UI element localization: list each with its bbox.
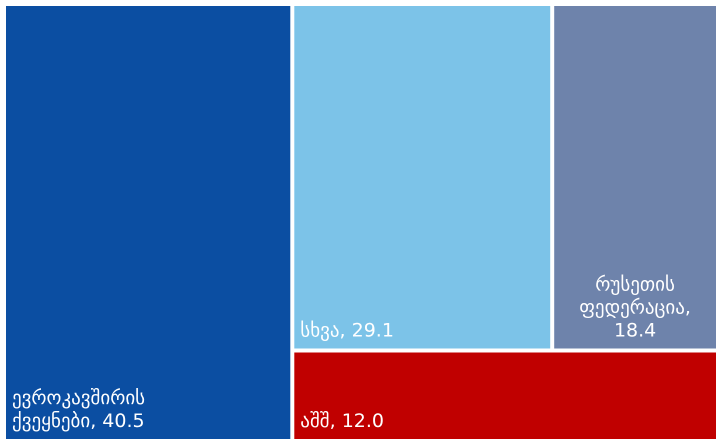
treemap-tiles (6, 6, 716, 439)
treemap-tile (294, 352, 716, 439)
treemap-tile (294, 6, 551, 349)
tile-label: ევროკავშირის (12, 387, 145, 409)
treemap-tile (6, 6, 291, 439)
tile-label: აშშ, 12.0 (300, 410, 384, 432)
tile-label: ფედერაცია, (579, 297, 691, 319)
tile-label: 18.4 (614, 320, 656, 342)
treemap-tile (554, 6, 716, 349)
tile-label: ქვეყნები, 40.5 (12, 410, 145, 432)
tile-label: სხვა, 29.1 (300, 320, 394, 342)
tile-label: რუსეთის (595, 274, 675, 296)
